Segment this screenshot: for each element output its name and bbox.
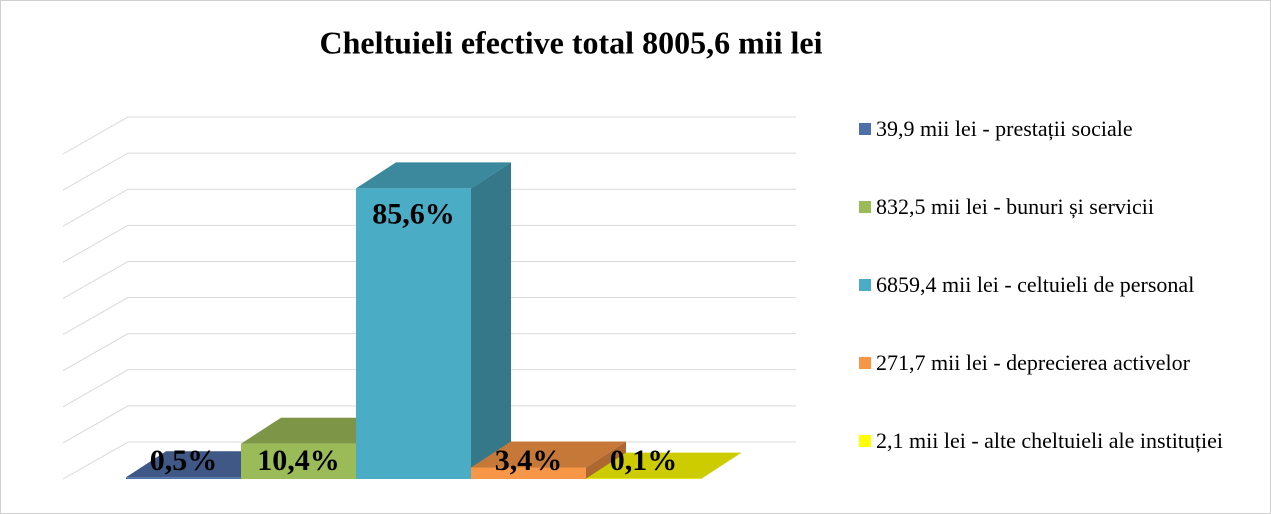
bar-face [356, 162, 511, 189]
legend: 39,9 mii lei - prestații sociale 832,5 mi… [859, 115, 1259, 505]
bar-face [586, 441, 626, 479]
grid-line [62, 369, 796, 408]
legend-item: 832,5 mii lei - bunuri și servicii [859, 193, 1259, 271]
grid-line [62, 333, 796, 372]
bar-face [471, 441, 626, 468]
value-label: 85,6% [372, 197, 455, 230]
legend-item: 2,1 mii lei - alte cheltuieli ale instit… [859, 427, 1259, 505]
bar-face [356, 162, 511, 189]
grid-line [62, 260, 796, 299]
bar-face [471, 162, 511, 480]
legend-swatch [859, 435, 871, 447]
bar-face [356, 188, 471, 480]
bar-face [471, 162, 511, 480]
legend-label: 832,5 mii lei - bunuri și servicii [876, 194, 1155, 219]
legend-item: 271,7 mii lei - deprecierea activelor [859, 349, 1259, 427]
chart-title: Cheltuieli efective total 8005,6 mii lei [320, 24, 823, 60]
bar-face [471, 467, 586, 479]
bar-face [586, 452, 741, 479]
legend-swatch [859, 357, 871, 369]
bar-face [701, 452, 741, 479]
grid-line [62, 224, 796, 263]
legend-label: 6859,4 mii lei - celtuieli de personal [876, 272, 1195, 297]
value-label: 10,4% [257, 444, 340, 477]
bar-face [241, 443, 356, 479]
legend-swatch [859, 123, 871, 135]
legend-label: 2,1 mii lei - alte cheltuieli ale instit… [876, 428, 1224, 453]
legend-item: 39,9 mii lei - prestații sociale [859, 115, 1259, 193]
bar [356, 162, 511, 480]
bar [586, 452, 741, 479]
legend-label: 39,9 mii lei - prestații sociale [876, 116, 1133, 141]
bar [471, 441, 626, 479]
legend-swatch [859, 279, 871, 291]
grid-line [62, 297, 796, 335]
bar-face [701, 452, 741, 479]
legend-swatch [859, 201, 871, 213]
legend-label: 271,7 mii lei - deprecierea activelor [876, 350, 1190, 375]
legend-item: 6859,4 mii lei - celtuieli de personal [859, 271, 1259, 349]
bar-face [586, 441, 626, 479]
value-label: 0,5% [150, 444, 218, 477]
grid-line [62, 116, 796, 155]
bar-face [586, 452, 741, 479]
grid-line [62, 405, 796, 444]
bar-face [471, 441, 626, 468]
grid-line [62, 188, 796, 227]
value-label: 0,1% [610, 444, 678, 477]
bar-face [126, 477, 241, 479]
value-label: 3,4% [495, 444, 563, 477]
grid-line [62, 152, 796, 191]
